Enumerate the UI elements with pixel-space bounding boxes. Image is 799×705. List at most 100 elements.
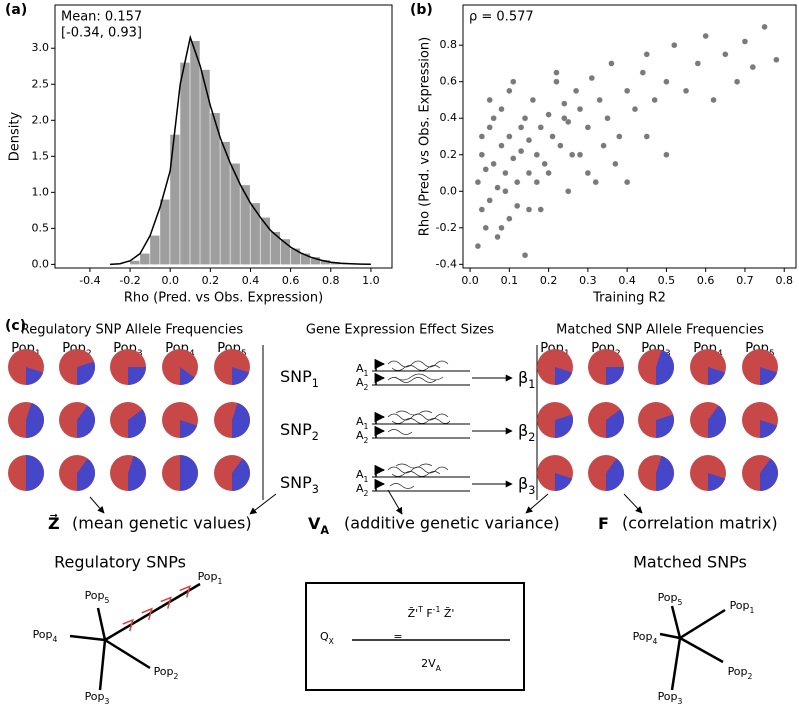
pie-blue-slice (708, 473, 726, 491)
y-tick-label: 3.0 (32, 41, 50, 54)
separators (262, 345, 538, 500)
tree-pop-label-part: 3 (105, 697, 110, 705)
scatter-point (513, 202, 521, 210)
scatter-point (631, 105, 639, 113)
tree-pop-label-part: 4 (653, 637, 658, 646)
x-axis-label: Rho (Pred. vs Obs. Expression) (124, 291, 323, 306)
x-tick-label: 0.5 (658, 274, 676, 287)
pie-blue-slice (232, 367, 250, 385)
allele-label-part: 1 (364, 422, 369, 431)
scatter-point (474, 178, 482, 186)
tree-pop-label: Pop2 (728, 665, 753, 681)
histogram-bar (290, 248, 301, 265)
x-tick-label: -0.4 (79, 274, 100, 287)
allele-label: A1 (356, 362, 369, 378)
scatter-point (643, 51, 650, 58)
tree-branch (679, 636, 724, 664)
snp-label-part: 2 (312, 430, 319, 443)
allele-label-part: A (356, 415, 364, 428)
beta-label: β2 (518, 421, 535, 444)
tree-branch (69, 634, 106, 642)
formula-numerator-part: -1 (433, 605, 441, 614)
scatter-point (502, 188, 509, 195)
histogram-bar (200, 69, 210, 265)
tree-pop-label: Pop2 (154, 665, 179, 681)
formula-eq: = (393, 630, 402, 643)
scatter-point (510, 78, 517, 85)
output-text: (mean genetic values) (72, 514, 252, 533)
pie-blue-slice (656, 349, 675, 385)
scatter-point (592, 178, 599, 186)
formula-denominator: 2VA (421, 657, 442, 673)
pie-blue-slice (760, 420, 778, 438)
x-tick-label: 0.8 (322, 274, 340, 287)
pie-blue-slice (77, 458, 96, 491)
output-symbol: VA (308, 514, 329, 537)
scatter-point (663, 78, 670, 85)
snp-label-part: 3 (312, 483, 319, 496)
annotation: Mean: 0.157 (61, 10, 142, 25)
allele-label-part: 2 (364, 383, 369, 392)
scatter-point (498, 105, 505, 113)
scatter-point (576, 105, 584, 113)
snp-label: SNP3 (280, 473, 319, 496)
pie-blue-slice (656, 455, 675, 491)
tree-pop-label-part: Pop (658, 690, 678, 703)
allele-label-part: 1 (364, 369, 369, 378)
selection-chevron (179, 585, 191, 598)
scatter-point (545, 111, 552, 118)
scatter-point (525, 169, 533, 177)
annotation: [-0.34, 0.93] (61, 26, 142, 41)
tree-pop-label-part: Pop (85, 690, 105, 703)
scatter-point (588, 74, 596, 82)
scatter-point (694, 60, 702, 67)
tree-pop-label-part: 1 (218, 577, 223, 586)
scatter-point (537, 206, 544, 213)
output-symbol-part: Z⃗ (48, 513, 60, 533)
allele-label-part: A (356, 482, 364, 495)
y-tick-label: 0.0 (32, 257, 50, 270)
x-axis-label: Training R2 (592, 291, 666, 306)
scatter-point (510, 155, 517, 162)
section-title: Matched SNP Allele Frequencies (556, 323, 764, 338)
formula-lhs: QX (320, 630, 335, 646)
allele-label-part: A (356, 376, 364, 389)
tree-branch (104, 638, 151, 670)
histogram-bar (180, 62, 190, 265)
beta-label-part: β (518, 368, 528, 387)
scatter-point (572, 87, 580, 95)
snp-label: SNP1 (280, 367, 319, 390)
beta-label-part: β (518, 421, 528, 440)
scatter-point (682, 87, 690, 95)
promoter-arrow (374, 372, 386, 385)
y-axis-label: Density (8, 111, 23, 161)
allele-label: A1 (356, 468, 369, 484)
pie-blue-slice (128, 367, 146, 385)
x-tick-label: 0.2 (202, 274, 220, 287)
scatter-point (517, 124, 525, 131)
x-tick-label: 0.6 (282, 274, 300, 287)
scatter-point (478, 133, 486, 140)
promoter-arrow (374, 358, 386, 371)
y-tick-label: -0.4 (436, 257, 457, 270)
scatter-point (623, 87, 631, 95)
scatter-point (710, 96, 717, 104)
formula-numerator-part: T (417, 605, 423, 614)
tree-branch (679, 608, 726, 640)
x-tick-label: 0.0 (161, 274, 179, 287)
scatter-point (596, 96, 603, 104)
scatter-point (529, 96, 537, 104)
scatter-point (623, 178, 631, 186)
snp-label-part: SNP (280, 420, 312, 439)
tree-pop-label-part: Pop (730, 599, 750, 612)
scatter-point (561, 100, 568, 107)
x-tick-label: 0.4 (242, 274, 260, 287)
scatter-point (498, 224, 505, 232)
y-tick-label: -0.2 (436, 221, 457, 234)
allele-label-part: A (356, 362, 364, 375)
annotation: ρ = 0.577 (469, 10, 534, 25)
output-symbol-part: V (308, 514, 321, 533)
y-tick-label: 0.6 (440, 75, 458, 88)
formula-box (305, 582, 525, 691)
scatter-point (478, 206, 486, 213)
